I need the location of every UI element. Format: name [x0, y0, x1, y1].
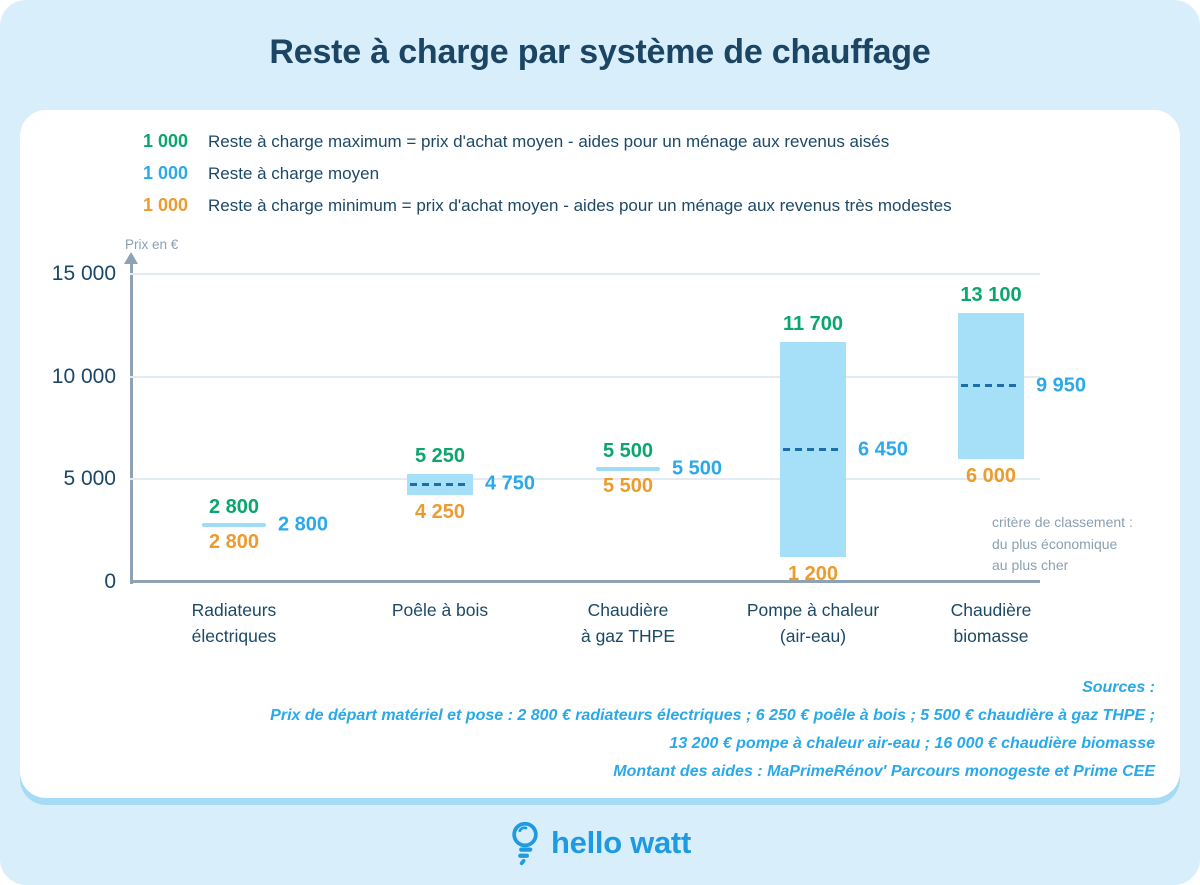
y-tick-10000: 10 000	[51, 364, 116, 388]
x-label-line: biomasse	[953, 626, 1029, 646]
avg-label-chaudiere-biomasse: 9 950	[1036, 374, 1087, 397]
max-label-poele-a-bois: 5 250	[414, 445, 466, 468]
legend-swatch-value: 1 000	[142, 195, 188, 215]
gridline-5000	[130, 478, 1040, 481]
min-label-chaudiere-a-gaz-thpe: 5 500	[602, 475, 654, 498]
legend-swatch-value: 1 000	[142, 163, 188, 183]
x-label-line: électriques	[191, 626, 277, 646]
x-label-line: Poêle à bois	[391, 600, 489, 620]
brand-logo: hello watt	[0, 800, 1200, 885]
x-label-pompe-a-chaleur-air-eau: Pompe à chaleur (air-eau)	[703, 597, 923, 649]
x-label-poele-a-bois: Poêle à bois	[330, 597, 550, 623]
avg-label-poele-a-bois: 4 750	[485, 472, 536, 495]
page-title: Reste à charge par système de chauffage	[269, 33, 931, 71]
legend-item-label: Reste à charge minimum = prix d'achat mo…	[208, 196, 952, 215]
y-axis-arrow	[124, 252, 138, 264]
x-axis-line	[130, 580, 1040, 583]
avg-label-chaudiere-a-gaz-thpe: 5 500	[672, 457, 723, 480]
sources-line-0: Sources :	[1082, 679, 1155, 696]
max-label-radiateurs-electriques: 2 800	[208, 495, 260, 518]
max-label-pompe-a-chaleur-air-eau: 11 700	[782, 312, 844, 335]
chart-plot: Prix en € 0 5 000 10 000 15 000 2 800 2 800 2 8…	[20, 110, 1180, 798]
y-tick-0: 0	[104, 570, 116, 593]
y-tick-5000: 5 000	[63, 467, 116, 491]
mean-line-poele-a-bois	[410, 482, 470, 486]
mean-line-chaudiere-biomasse	[961, 384, 1021, 388]
x-label-line: Chaudière	[587, 600, 669, 620]
x-label-line: à gaz THPE	[580, 626, 676, 646]
ranking-annotation-line: au plus cher	[992, 557, 1069, 573]
legend-item-2: 1 000 Reste à charge minimum = prix d'ach…	[128, 195, 952, 216]
legend-item-1: 1 000 Reste à charge moyen	[128, 163, 952, 184]
ranking-annotation-line: du plus économique	[992, 535, 1118, 552]
ranking-annotation-line: critère de classement :	[992, 514, 1133, 530]
brand-name: hello watt	[551, 824, 691, 860]
legend-item-0: 1 000 Reste à charge maximum = prix d'ach…	[128, 131, 952, 152]
range-line-radiateurs-electriques	[202, 522, 266, 527]
min-label-poele-a-bois: 4 250	[414, 500, 466, 523]
mean-line-pompe-a-chaleur-air-eau	[783, 448, 843, 452]
avg-label-radiateurs-electriques: 2 800	[278, 513, 329, 535]
min-label-chaudiere-biomasse: 6 000	[965, 464, 1017, 487]
legend-item-label: Reste à charge maximum = prix d'achat mo…	[208, 132, 890, 151]
y-tick-15000: 15 000	[51, 262, 116, 285]
range-line-chaudiere-a-gaz-thpe	[596, 467, 660, 472]
gridline-15000	[130, 273, 1040, 275]
min-label-radiateurs-electriques: 2 800	[208, 530, 260, 553]
chart-card: 1 000 Reste à charge maximum = prix d'ach…	[20, 110, 1180, 798]
min-label-pompe-a-chaleur-air-eau: 1 200	[787, 563, 839, 586]
y-axis-line	[130, 262, 133, 584]
legend-item-label: Reste à charge moyen	[208, 164, 380, 183]
sources-block: Sources : Prix de départ matériel et pose…	[270, 674, 1155, 786]
lightbulb-icon	[509, 820, 541, 866]
sources-line-2: 13 200 € pompe à chaleur air-eau ; 16 00…	[669, 735, 1155, 752]
x-label-chaudiere-a-gaz-thpe: Chaudière à gaz THPE	[518, 597, 738, 649]
x-label-radiateurs-electriques: Radiateurs électriques	[124, 597, 344, 649]
x-label-chaudiere-biomasse: Chaudière biomasse	[881, 597, 1101, 649]
x-label-line: (air-eau)	[779, 626, 847, 646]
max-label-chaudiere-biomasse: 13 100	[960, 284, 1022, 306]
sources-line-1: Prix de départ matériel et pose : 2 800 …	[270, 707, 1155, 724]
gridline-10000	[130, 375, 1040, 378]
legend-swatch-value: 1 000	[142, 131, 188, 151]
y-axis-title: Prix en €	[125, 237, 179, 252]
chart-legend: 1 000 Reste à charge maximum = prix d'ach…	[128, 131, 952, 227]
sources-line-3: Montant des aides : MaPrimeRénov' Parcou…	[613, 763, 1155, 780]
x-label-line: Chaudière	[950, 600, 1032, 620]
max-label-chaudiere-a-gaz-thpe: 5 500	[602, 440, 654, 463]
avg-label-pompe-a-chaleur-air-eau: 6 450	[858, 438, 909, 461]
x-label-line: Pompe à chaleur	[746, 600, 880, 620]
ranking-annotation: critère de classement : du plus économiqu…	[992, 512, 1133, 577]
x-label-line: Radiateurs	[191, 600, 277, 620]
